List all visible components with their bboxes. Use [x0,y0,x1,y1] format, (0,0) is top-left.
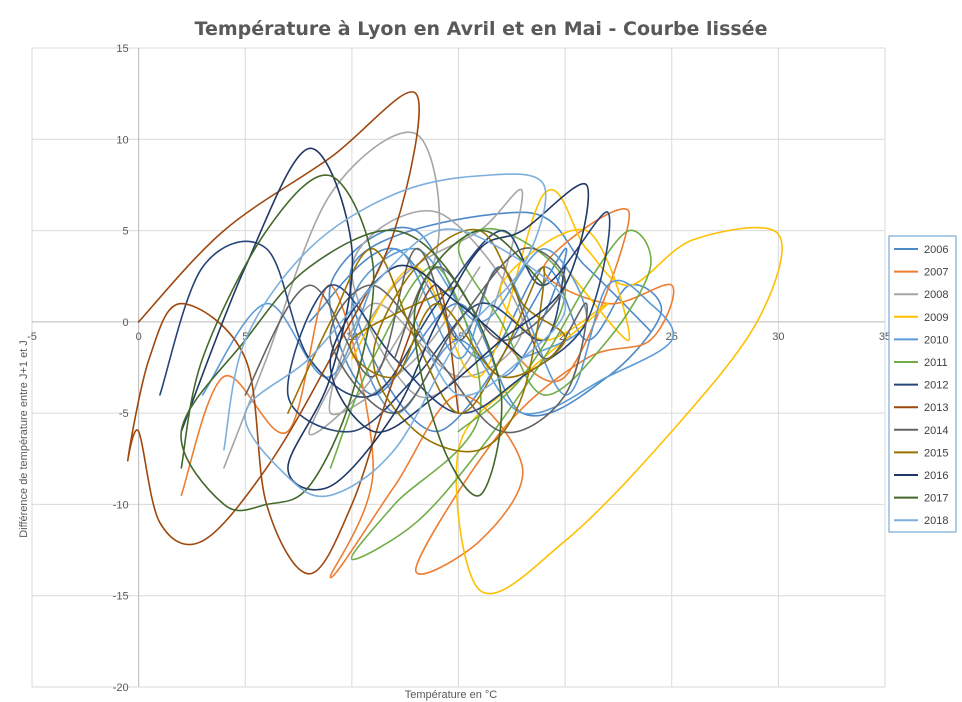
y-tick-label: -20 [113,682,129,694]
y-tick-label: 10 [116,134,128,146]
legend-label-2010: 2010 [924,334,948,346]
legend-label-2015: 2015 [924,447,948,459]
x-tick-label: -5 [27,331,37,343]
x-axis-title: Température en °C [405,689,497,701]
legend-label-2011: 2011 [924,357,948,369]
x-tick-label: 25 [666,331,678,343]
legend-label-2008: 2008 [924,289,948,301]
x-tick-label: 30 [772,331,784,343]
y-tick-label: -5 [119,408,129,420]
legend-label-2016: 2016 [924,470,948,482]
grid [31,47,886,688]
series-line-2018 [223,173,566,498]
y-tick-label: 5 [123,226,129,238]
y-tick-label: -15 [113,591,129,603]
legend-label-2007: 2007 [924,267,948,279]
legend-label-2014: 2014 [924,425,948,437]
legend-label-2006: 2006 [924,244,948,256]
legend-label-2018: 2018 [924,515,948,527]
x-tick-label: 0 [136,331,142,343]
x-tick-label: 5 [242,331,248,343]
series-line-2013 [126,91,460,575]
series-line-2011 [329,227,652,561]
series-line-2014 [244,247,588,434]
chart-title: Température à Lyon en Avril et en Mai - … [195,18,768,40]
series-line-2016 [180,147,590,491]
series-line-2009 [351,189,783,595]
y-tick-label: 15 [116,43,128,55]
series-lines [126,91,783,595]
legend: 2006 2007 2008 2009 2010 2011 2012 2013 2014 2015… [888,235,957,533]
legend-label-2012: 2012 [924,380,948,392]
x-tick-label: 35 [879,331,891,343]
legend-label-2009: 2009 [924,312,948,324]
legend-label-2017: 2017 [924,493,948,505]
y-tick-label: 0 [123,317,129,329]
legend-frame [888,235,957,533]
y-axis-title: Différence de température entre J+1 et J [18,340,30,538]
legend-label-2013: 2013 [924,402,948,414]
y-tick-label: -10 [113,499,129,511]
series-line-2017 [180,174,545,512]
